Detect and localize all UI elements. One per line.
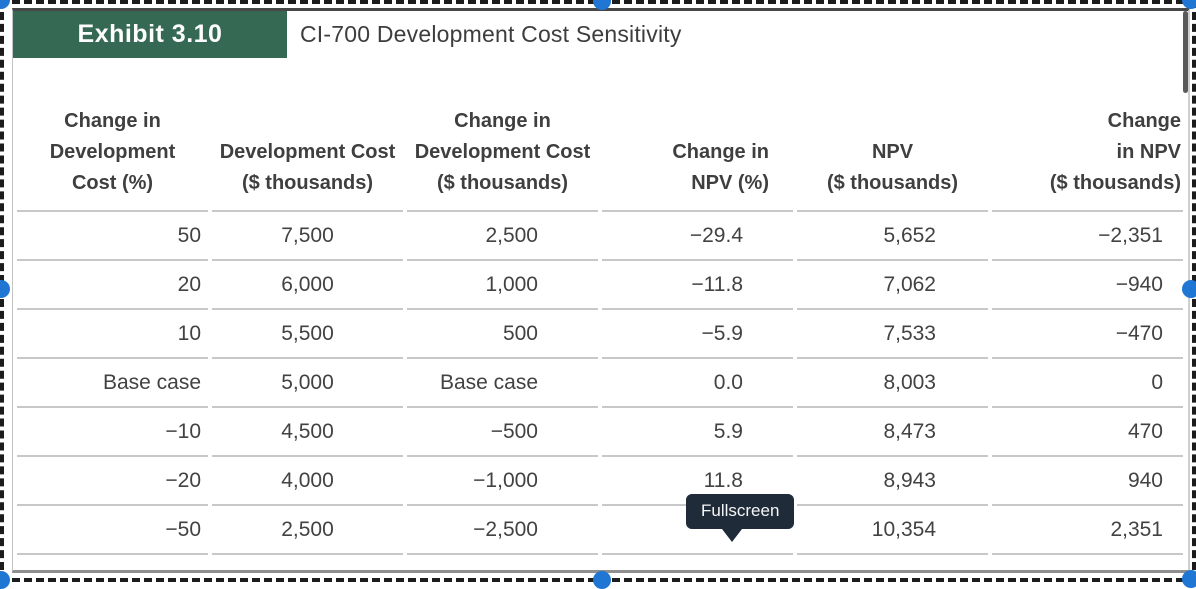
scrollbar-thumb[interactable] xyxy=(1183,11,1188,93)
table-cell: −940 xyxy=(992,261,1183,310)
table-cell: −2,351 xyxy=(992,212,1183,261)
table-cell: −50 xyxy=(17,506,208,555)
table-cell: 5.9 xyxy=(602,408,793,457)
selection-handle-bottom-left[interactable] xyxy=(0,571,10,589)
table-row: −20 4,000 −1,000 11.8 8,943 940 xyxy=(17,457,1183,506)
table-row: −50 2,500 −2,500 10,354 2,351 xyxy=(17,506,1183,555)
table-cell: 5,000 xyxy=(212,359,403,408)
column-header: NPV ($ thousands) xyxy=(797,87,988,212)
table-cell: 500 xyxy=(407,310,598,359)
table-cell: 10,354 xyxy=(797,506,988,555)
selection-handle-top-left[interactable] xyxy=(0,0,10,9)
table-cell: 4,000 xyxy=(212,457,403,506)
table-row: 20 6,000 1,000 −11.8 7,062 −940 xyxy=(17,261,1183,310)
table-cell: 2,351 xyxy=(992,506,1183,555)
selection-handle-left-middle[interactable] xyxy=(0,280,10,298)
table-cell: 10 xyxy=(17,310,208,359)
table-cell: −470 xyxy=(992,310,1183,359)
table-cell: 7,500 xyxy=(212,212,403,261)
table-cell: 940 xyxy=(992,457,1183,506)
column-header: Change in Development Cost (%) xyxy=(17,87,208,212)
selection-handle-top-right[interactable] xyxy=(1182,0,1196,9)
selection-handle-bottom-middle[interactable] xyxy=(593,571,611,589)
table-cell: 5,652 xyxy=(797,212,988,261)
table-cell: 6,000 xyxy=(212,261,403,310)
tooltip-arrow-icon xyxy=(722,529,742,542)
exhibit-badge: Exhibit 3.10 xyxy=(13,11,287,58)
column-header: Development Cost ($ thousands) xyxy=(212,87,403,212)
table-row: Base case 5,000 Base case 0.0 8,003 0 xyxy=(17,359,1183,408)
table-cell: Base case xyxy=(407,359,598,408)
table-cell: 1,000 xyxy=(407,261,598,310)
table-row: −10 4,500 −500 5.9 8,473 470 xyxy=(17,408,1183,457)
selection-handle-right-middle[interactable] xyxy=(1182,280,1196,298)
sensitivity-table: Change in Development Cost (%) Developmen… xyxy=(13,87,1187,555)
selection-handle-bottom-right[interactable] xyxy=(1182,570,1196,588)
table-cell: 8,003 xyxy=(797,359,988,408)
column-header: Change in NPV ($ thousands) xyxy=(992,87,1183,212)
table-cell: 0.0 xyxy=(602,359,793,408)
table-cell: −2,500 xyxy=(407,506,598,555)
table-cell: 7,062 xyxy=(797,261,988,310)
table-cell: −5.9 xyxy=(602,310,793,359)
table-row: 10 5,500 500 −5.9 7,533 −470 xyxy=(17,310,1183,359)
fullscreen-tooltip-label: Fullscreen xyxy=(701,501,780,520)
exhibit-title: CI-700 Development Cost Sensitivity xyxy=(300,21,682,47)
table-cell: 2,500 xyxy=(212,506,403,555)
table-cell xyxy=(602,506,793,555)
selection-handle-top-middle[interactable] xyxy=(593,0,611,10)
table-cell: −20 xyxy=(17,457,208,506)
table-cell: 8,473 xyxy=(797,408,988,457)
table-cell: −500 xyxy=(407,408,598,457)
column-header: Change in NPV (%) xyxy=(602,87,793,212)
table-cell: 5,500 xyxy=(212,310,403,359)
table-cell: 470 xyxy=(992,408,1183,457)
fullscreen-tooltip: Fullscreen xyxy=(686,494,795,542)
table-cell: 8,943 xyxy=(797,457,988,506)
table-cell: −11.8 xyxy=(602,261,793,310)
sensitivity-table-wrap: Change in Development Cost (%) Developmen… xyxy=(13,87,1187,555)
table-row: 50 7,500 2,500 −29.4 5,652 −2,351 xyxy=(17,212,1183,261)
column-header: Change in Development Cost ($ thousands) xyxy=(407,87,598,212)
table-cell: −1,000 xyxy=(407,457,598,506)
table-cell: 4,500 xyxy=(212,408,403,457)
document-page: Exhibit 3.10 CI-700 Development Cost Sen… xyxy=(12,8,1190,573)
table-cell: −29.4 xyxy=(602,212,793,261)
table-cell: 7,533 xyxy=(797,310,988,359)
table-cell: 0 xyxy=(992,359,1183,408)
table-cell: 20 xyxy=(17,261,208,310)
table-cell: 50 xyxy=(17,212,208,261)
table-cell: 2,500 xyxy=(407,212,598,261)
table-cell: Base case xyxy=(17,359,208,408)
table-cell: −10 xyxy=(17,408,208,457)
table-header-row: Change in Development Cost (%) Developmen… xyxy=(17,87,1183,212)
exhibit-badge-label: Exhibit 3.10 xyxy=(77,20,223,48)
